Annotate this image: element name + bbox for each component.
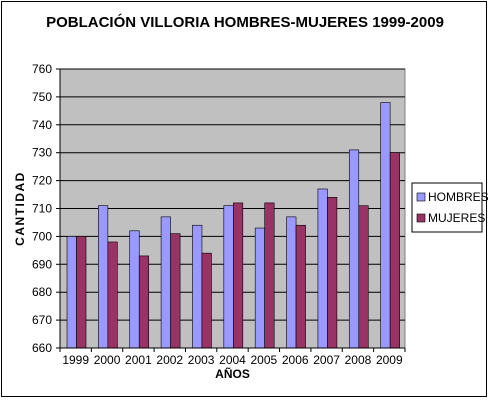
x-tick-label: 2007 — [313, 353, 340, 367]
bars-group — [66, 102, 400, 349]
y-tick-label: 730 — [32, 146, 52, 160]
bar-mujeres-2009 — [389, 152, 400, 349]
bar-mujeres-2006 — [295, 224, 306, 349]
legend-label-hombres: HOMBRES — [428, 190, 489, 204]
y-tick-label: 680 — [32, 285, 52, 299]
y-tick-label: 760 — [32, 62, 52, 76]
legend: HOMBRES MUJERES — [411, 182, 489, 233]
x-tick-label: 2008 — [345, 353, 372, 367]
x-tick-label: 2003 — [188, 353, 215, 367]
bar-hombres-2004 — [223, 205, 234, 349]
x-axis-title: AÑOS — [215, 366, 250, 381]
y-tick-label: 690 — [32, 257, 52, 271]
y-tick-label: 750 — [32, 90, 52, 104]
y-tick-label: 710 — [32, 202, 52, 216]
chart-title: POBLACIÓN VILLORIA HOMBRES-MUJERES 1999-… — [46, 14, 444, 31]
x-tick-label: 2002 — [156, 353, 183, 367]
bar-mujeres-2004 — [233, 202, 244, 349]
bar-hombres-2008 — [348, 149, 360, 349]
bar-hombres-2000 — [98, 205, 109, 349]
bar-mujeres-2000 — [107, 241, 118, 349]
x-tick-label: 2001 — [125, 353, 152, 367]
bar-hombres-2002 — [160, 216, 171, 349]
legend-swatch-hombres — [416, 192, 426, 202]
bar-mujeres-2003 — [201, 252, 212, 349]
y-tick-label: 660 — [32, 341, 52, 355]
y-tick-label: 700 — [32, 229, 52, 243]
y-tick-label: 740 — [32, 118, 52, 132]
bar-hombres-2005 — [254, 227, 265, 349]
bar-mujeres-1999 — [76, 236, 87, 349]
x-tick-label: 2006 — [282, 353, 309, 367]
bar-mujeres-2002 — [170, 233, 181, 349]
x-tick-label: 2005 — [251, 353, 278, 367]
legend-swatch-mujeres — [416, 213, 426, 223]
x-tick-label: 2009 — [376, 353, 403, 367]
bar-mujeres-2008 — [358, 205, 369, 349]
axes-group: 660 670 680 690 700 710 720 730 740 750 760 1999 200… — [32, 62, 406, 367]
legend-box — [411, 182, 483, 233]
bar-mujeres-2007 — [327, 197, 338, 349]
y-tick-label: 720 — [32, 174, 52, 188]
x-tick-label: 2004 — [219, 353, 246, 367]
y-axis-title: CANTIDAD — [13, 171, 27, 246]
bar-hombres-1999 — [66, 236, 77, 349]
bar-hombres-2009 — [380, 102, 391, 349]
bar-mujeres-2005 — [264, 202, 275, 349]
x-tick-label: 1999 — [62, 353, 89, 367]
bar-hombres-2006 — [286, 216, 297, 349]
bar-mujeres-2001 — [138, 255, 150, 349]
x-tick-label: 2000 — [94, 353, 121, 367]
bar-hombres-2007 — [317, 188, 328, 349]
bar-hombres-2003 — [192, 224, 203, 349]
bar-hombres-2001 — [129, 230, 140, 349]
y-tick-label: 670 — [32, 313, 52, 327]
legend-label-mujeres: MUJERES — [428, 211, 485, 225]
